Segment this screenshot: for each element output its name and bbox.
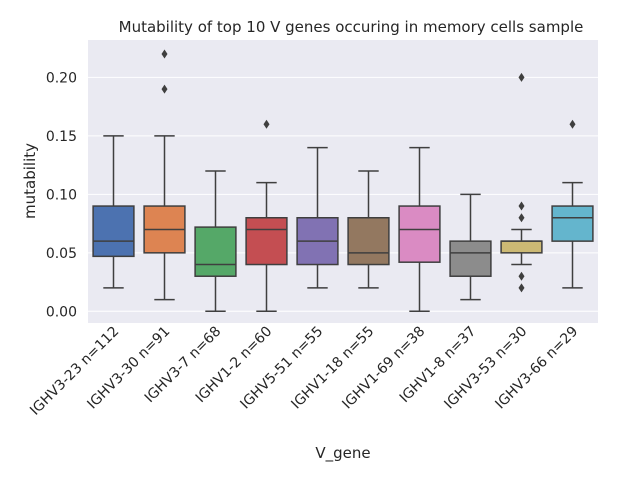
box-body	[500, 240, 543, 254]
box-body	[347, 217, 390, 266]
outlier-point	[518, 271, 525, 281]
outlier-point	[161, 49, 168, 59]
y-ticks: 0.00 0.05 0.10 0.15 0.20	[46, 70, 77, 320]
box-8	[449, 193, 492, 301]
box-body	[92, 205, 135, 258]
box-7	[398, 146, 441, 313]
box-1	[92, 135, 135, 289]
x-tick-label: IGHV3-23 n=112	[27, 324, 122, 419]
outlier-point	[518, 283, 525, 293]
box-body	[551, 205, 594, 242]
outlier-point	[263, 119, 270, 129]
y-tick-label: 0.00	[46, 304, 77, 320]
x-axis-label: V_gene	[315, 444, 370, 463]
outlier-point	[518, 72, 525, 82]
box-6	[347, 170, 390, 289]
box-2	[143, 49, 186, 301]
y-tick-label: 0.10	[46, 187, 77, 203]
outlier-point	[161, 84, 168, 94]
y-tick-label: 0.05	[46, 246, 77, 262]
chart-title: Mutability of top 10 V genes occuring in…	[119, 18, 584, 36]
boxes	[92, 49, 594, 313]
outlier-point	[569, 119, 576, 129]
plot-area	[88, 40, 598, 323]
box-5	[296, 146, 339, 289]
box-4	[245, 119, 288, 313]
box-body	[449, 240, 492, 277]
box-9	[500, 72, 543, 293]
box-body	[245, 217, 288, 266]
outlier-point	[518, 201, 525, 211]
y-tick-label: 0.20	[46, 70, 77, 86]
y-tick-label: 0.15	[46, 129, 77, 145]
box-body	[194, 226, 237, 277]
box-body	[398, 205, 441, 263]
outlier-point	[518, 213, 525, 223]
y-axis-label: mutability	[21, 143, 39, 219]
box-10	[551, 119, 594, 289]
box-3	[194, 170, 237, 313]
